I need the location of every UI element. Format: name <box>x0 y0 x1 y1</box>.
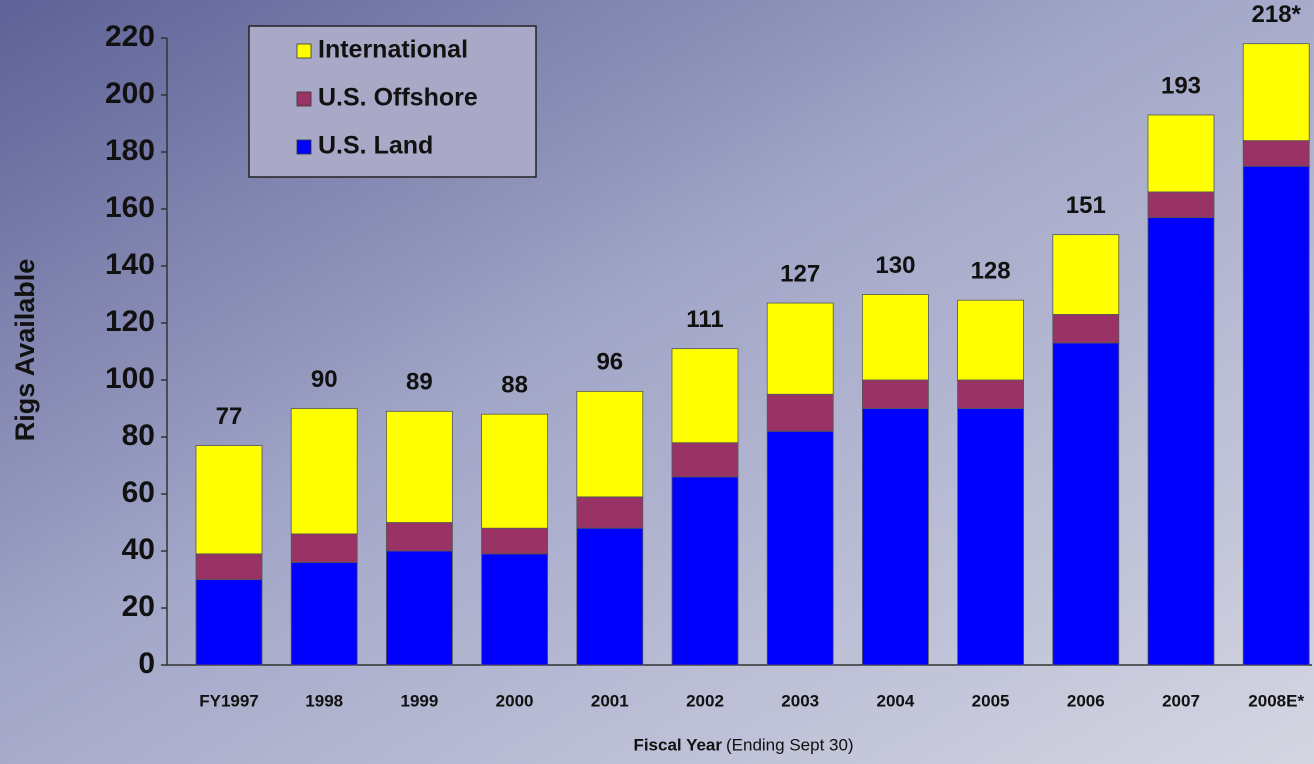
total-label: 111 <box>686 306 723 333</box>
total-label: 77 <box>216 403 243 430</box>
y-tick-label: 80 <box>122 419 155 452</box>
y-tick-label: 120 <box>105 305 155 338</box>
legend-swatch <box>296 139 312 155</box>
bar-segment <box>195 553 263 580</box>
total-label: 128 <box>971 258 1011 285</box>
legend-label: U.S. Offshore <box>318 84 478 112</box>
total-label: 193 <box>1161 72 1201 99</box>
x-tick-label: 2001 <box>591 691 629 710</box>
legend-swatch <box>296 43 312 59</box>
bar-segment <box>766 430 834 666</box>
x-axis-title: Fiscal Year <box>633 735 722 754</box>
legend-label: International <box>318 36 468 64</box>
total-label: 89 <box>406 369 433 396</box>
x-axis-note: (Ending Sept 30) <box>726 735 854 754</box>
y-tick-label: 20 <box>122 590 155 623</box>
bar-segment <box>195 579 263 666</box>
total-label: 151 <box>1066 192 1106 219</box>
x-tick-label: 2003 <box>781 691 819 710</box>
x-tick-label: FY1997 <box>199 691 259 710</box>
bar-segment <box>1052 342 1120 666</box>
bar-segment <box>290 408 358 535</box>
y-tick-label: 160 <box>105 191 155 224</box>
x-tick-label: 2006 <box>1067 691 1105 710</box>
bar-segment <box>1147 217 1215 666</box>
bar-segment <box>1242 140 1310 167</box>
bar-segment <box>1052 314 1120 344</box>
x-tick-label: 2007 <box>1162 691 1200 710</box>
bar-segment <box>385 410 453 523</box>
bar-segment <box>957 299 1024 381</box>
bar-segment <box>766 393 834 432</box>
total-label: 127 <box>780 260 820 287</box>
total-label: 130 <box>875 252 915 279</box>
total-label: 88 <box>501 372 528 399</box>
x-tick-label: 2004 <box>876 691 914 710</box>
bar-segment <box>671 348 739 444</box>
x-tick-label: 2000 <box>496 691 534 710</box>
y-tick-label: 200 <box>105 77 155 110</box>
bar-segment <box>1242 165 1310 666</box>
bar-segment <box>1147 191 1215 218</box>
bar-segment <box>290 533 358 563</box>
bar-segment <box>576 390 644 498</box>
bar-segment <box>671 476 739 666</box>
y-axis-title: Rigs Available <box>10 259 40 442</box>
y-tick-label: 0 <box>138 647 155 680</box>
legend-label: U.S. Land <box>318 132 433 160</box>
y-tick-label: 140 <box>105 248 155 281</box>
y-tick-label: 60 <box>122 476 155 509</box>
x-tick-label: 2005 <box>972 691 1010 710</box>
y-tick-label: 180 <box>105 134 155 167</box>
bar-segment <box>862 294 929 381</box>
x-tick-label: 1999 <box>400 691 438 710</box>
total-label: 90 <box>311 366 338 393</box>
bar-segment <box>481 413 549 529</box>
bar-segment <box>862 408 929 666</box>
y-tick-label: 220 <box>105 20 155 53</box>
bar-segment <box>290 562 358 666</box>
bar-segment <box>385 550 453 666</box>
bar-segment <box>1052 234 1120 315</box>
y-tick-label: 40 <box>122 533 155 566</box>
bar-segment <box>671 442 739 478</box>
bar-segment <box>481 527 549 555</box>
bar-segment <box>862 379 929 409</box>
bar-segment <box>385 522 453 552</box>
total-label: 96 <box>596 349 623 376</box>
total-label: 218* <box>1252 1 1302 28</box>
y-tick-label: 100 <box>105 362 155 395</box>
bar-segment <box>576 527 644 666</box>
bar-segment <box>481 553 549 666</box>
bar-segment <box>576 496 644 529</box>
x-tick-label: 2002 <box>686 691 724 710</box>
bar-segment <box>766 302 834 395</box>
x-tick-label: 1998 <box>305 691 343 710</box>
bar-segment <box>957 408 1024 666</box>
x-tick-label: 2008E* <box>1248 691 1304 710</box>
bar-segment <box>957 379 1024 409</box>
bar-segment <box>195 445 263 555</box>
bar-segment <box>1147 114 1215 193</box>
legend-swatch <box>296 91 312 107</box>
bar-segment <box>1242 43 1310 142</box>
